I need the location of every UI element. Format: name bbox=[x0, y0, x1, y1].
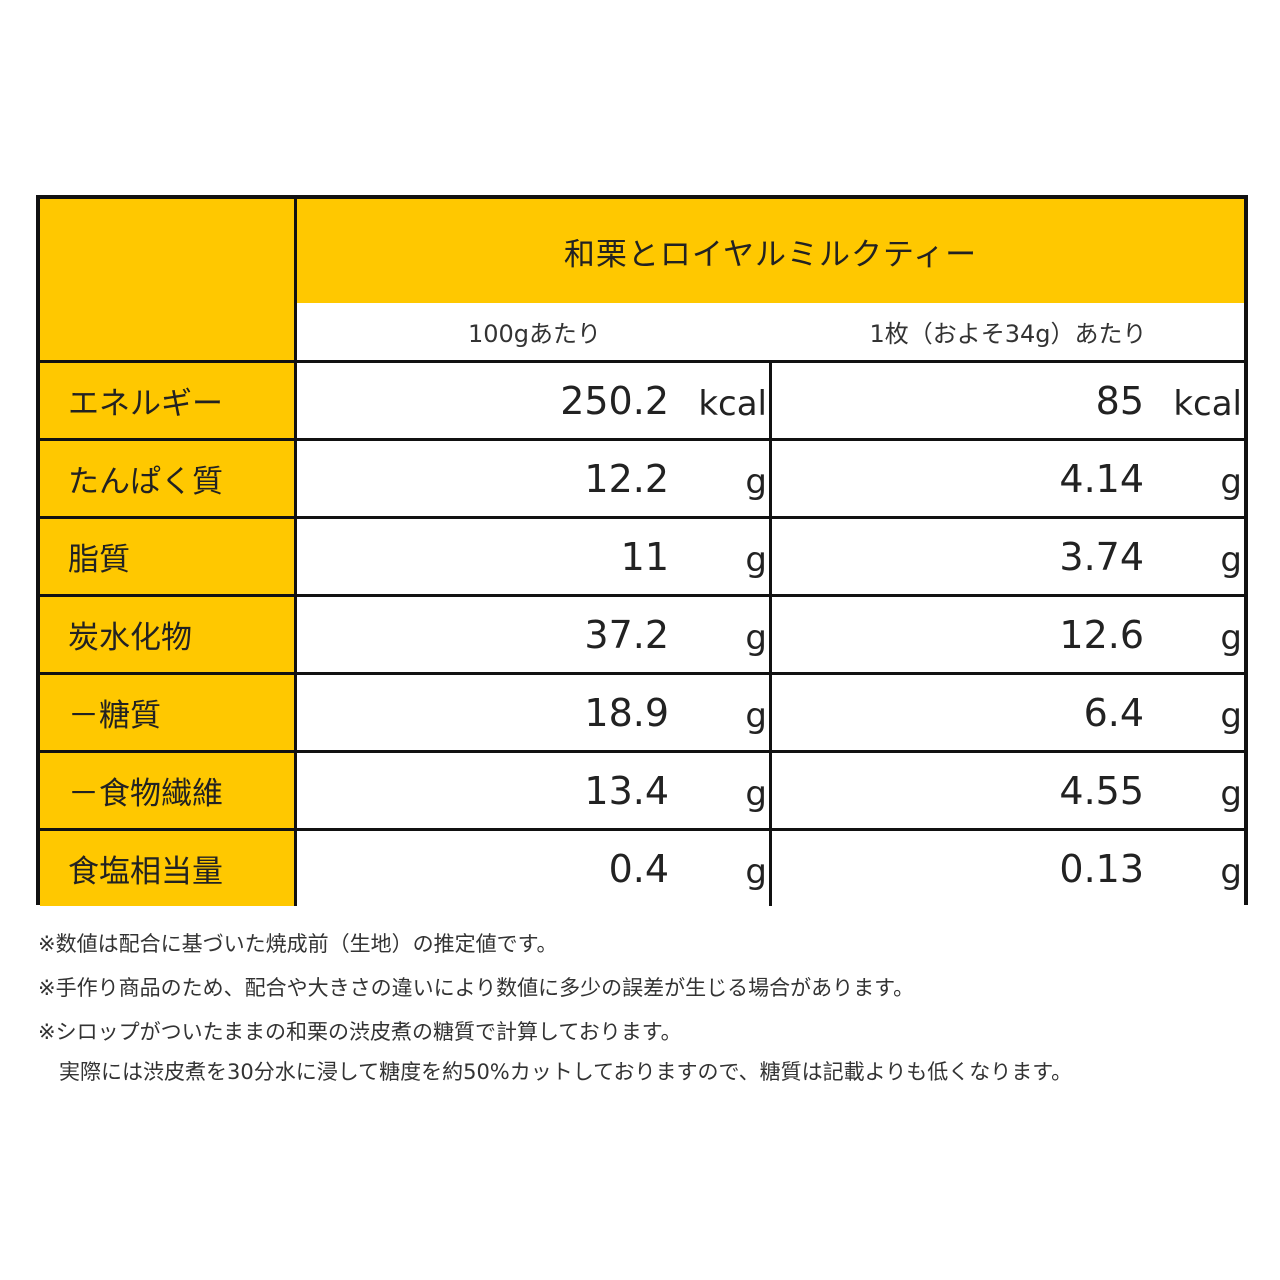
nutrient-unit: g bbox=[1220, 851, 1242, 892]
nutrient-value: 4.55 bbox=[1059, 768, 1144, 813]
value-cell-per-100g: 11 g bbox=[297, 516, 772, 594]
value-cell-per-piece: 4.14 g bbox=[772, 438, 1244, 516]
value-cell-per-piece: 4.55 g bbox=[772, 750, 1244, 828]
nutrient-value: 4.14 bbox=[1059, 456, 1144, 501]
nutrient-value: 6.4 bbox=[1083, 690, 1144, 735]
nutrient-unit: g bbox=[1220, 461, 1242, 502]
nutrient-label: 炭水化物 bbox=[40, 594, 297, 672]
nutrient-value: 12.6 bbox=[1059, 612, 1144, 657]
nutrient-value: 12.2 bbox=[584, 456, 669, 501]
product-title: 和栗とロイヤルミルクティー bbox=[297, 199, 1244, 303]
nutrient-unit: g bbox=[745, 539, 767, 580]
nutrient-unit: kcal bbox=[698, 383, 767, 424]
nutrient-label: －糖質 bbox=[40, 672, 297, 750]
footnote: ※数値は配合に基づいた焼成前（生地）の推定値です。 bbox=[38, 932, 558, 956]
value-cell-per-piece: 12.6 g bbox=[772, 594, 1244, 672]
nutrient-unit: kcal bbox=[1173, 383, 1242, 424]
nutrient-value: 85 bbox=[1095, 378, 1144, 423]
value-cell-per-piece: 85 kcal bbox=[772, 360, 1244, 438]
nutrient-value: 0.4 bbox=[608, 846, 669, 891]
nutrient-value: 11 bbox=[620, 534, 669, 579]
nutrient-unit: g bbox=[1220, 773, 1242, 814]
footnote: ※手作り商品のため、配合や大きさの違いにより数値に多少の誤差が生じる場合がありま… bbox=[38, 976, 915, 1000]
nutrient-unit: g bbox=[1220, 695, 1242, 736]
nutrient-unit: g bbox=[745, 461, 767, 502]
nutrient-unit: g bbox=[745, 851, 767, 892]
value-cell-per-100g: 12.2 g bbox=[297, 438, 772, 516]
nutrient-unit: g bbox=[745, 617, 767, 658]
nutrient-value: 0.13 bbox=[1059, 846, 1144, 891]
nutrient-value: 250.2 bbox=[560, 378, 669, 423]
header-corner-cell bbox=[40, 199, 297, 360]
nutrient-label: 食塩相当量 bbox=[40, 828, 297, 906]
nutrient-value: 18.9 bbox=[584, 690, 669, 735]
value-cell-per-piece: 6.4 g bbox=[772, 672, 1244, 750]
nutrient-unit: g bbox=[745, 773, 767, 814]
nutrient-value: 13.4 bbox=[584, 768, 669, 813]
value-cell-per-100g: 18.9 g bbox=[297, 672, 772, 750]
nutrient-label: 脂質 bbox=[40, 516, 297, 594]
value-cell-per-100g: 37.2 g bbox=[297, 594, 772, 672]
nutrition-table: 和栗とロイヤルミルクティー 100gあたり 1枚（およそ34g）あたり エネルギ… bbox=[36, 195, 1248, 906]
value-cell-per-100g: 0.4 g bbox=[297, 828, 772, 906]
footnote: ※シロップがついたままの和栗の渋皮煮の糖質で計算しております。 bbox=[38, 1020, 682, 1044]
value-cell-per-100g: 250.2 kcal bbox=[297, 360, 772, 438]
nutrient-value: 37.2 bbox=[584, 612, 669, 657]
nutrient-label: エネルギー bbox=[40, 360, 297, 438]
nutrient-unit: g bbox=[1220, 539, 1242, 580]
value-cell-per-piece: 0.13 g bbox=[772, 828, 1244, 906]
nutrient-unit: g bbox=[1220, 617, 1242, 658]
value-cell-per-100g: 13.4 g bbox=[297, 750, 772, 828]
nutrient-label: －食物繊維 bbox=[40, 750, 297, 828]
value-cell-per-piece: 3.74 g bbox=[772, 516, 1244, 594]
column-header-per-100g: 100gあたり bbox=[297, 303, 772, 360]
footnote: 実際には渋皮煮を30分水に浸して糖度を約50%カットしておりますので、糖質は記載… bbox=[38, 1060, 1073, 1084]
nutrient-value: 3.74 bbox=[1059, 534, 1144, 579]
nutrient-unit: g bbox=[745, 695, 767, 736]
nutrient-label: たんぱく質 bbox=[40, 438, 297, 516]
column-header-per-piece: 1枚（およそ34g）あたり bbox=[772, 303, 1244, 360]
